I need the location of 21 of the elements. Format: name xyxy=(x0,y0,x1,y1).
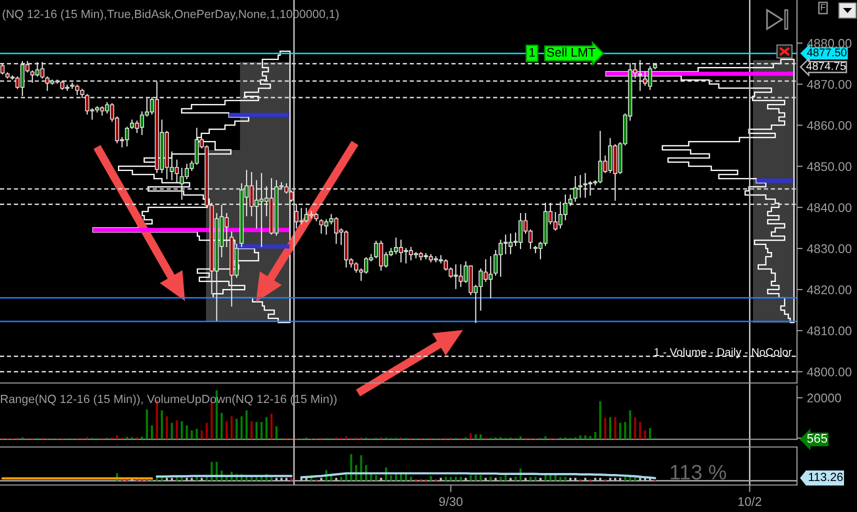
y-tick-label: 4860.00 xyxy=(807,121,852,130)
annotation: 1 xyxy=(529,48,535,57)
y-tick-label: 4870.00 xyxy=(807,80,852,89)
text: 113.26 xyxy=(808,472,843,482)
y-tick-label: 4880.00 xyxy=(807,38,852,48)
y-tick-label: 565 xyxy=(807,434,828,443)
text: 4874.75 xyxy=(806,62,846,70)
x-tick-label: 10/2 xyxy=(738,496,762,506)
y-tick-label: 4840.00 xyxy=(807,203,852,212)
y-tick-label: 4810.00 xyxy=(807,326,852,336)
y-tick-label: 4830.00 xyxy=(807,244,852,254)
annotation: 1 - Volume - Daily - NoColor xyxy=(654,348,792,358)
y-tick-label: 20000 xyxy=(807,394,841,402)
text: F xyxy=(820,4,826,10)
y-tick-label: 4850.00 xyxy=(807,162,852,171)
annotation: 113 % xyxy=(670,464,726,480)
annotation: Sell LMT xyxy=(546,48,596,57)
x-tick-label: 9/30 xyxy=(439,496,462,506)
y-tick-label: 4800.00 xyxy=(807,368,852,376)
ref-line-label: 4877.50 xyxy=(806,48,846,56)
y-tick-label: 4820.00 xyxy=(807,285,852,294)
